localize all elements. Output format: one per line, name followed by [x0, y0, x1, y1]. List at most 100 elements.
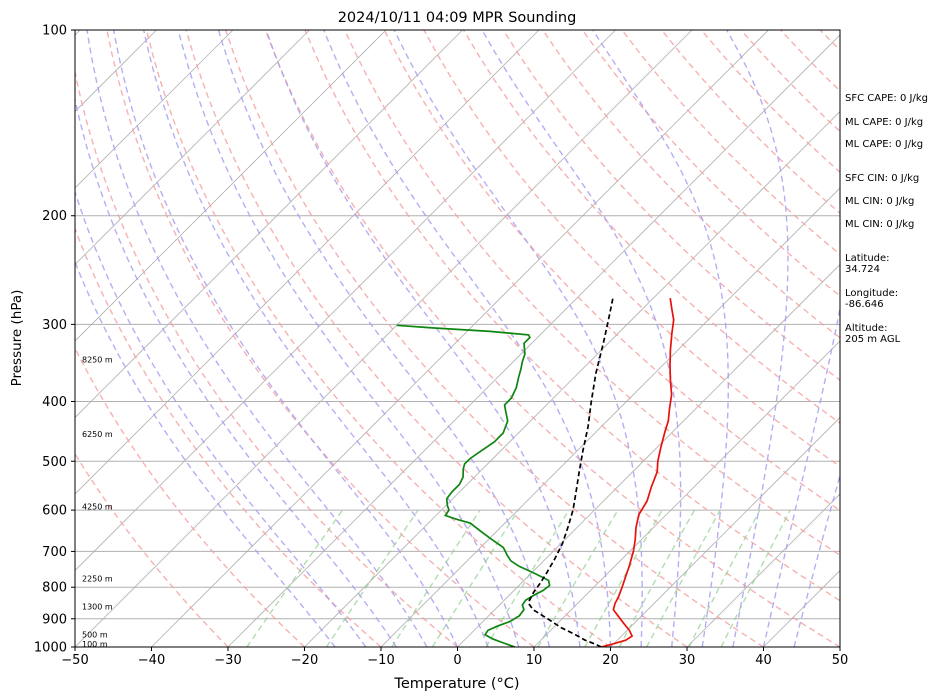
x-tick-label: 40: [755, 653, 772, 668]
x-tick-label: 50: [832, 653, 849, 668]
y-tick-label: 400: [42, 395, 67, 410]
dry-adiabat-line: [343, 30, 840, 556]
isotherm-line: [75, 30, 693, 647]
moist-adiabat-line: [481, 30, 682, 647]
isotherm-line: [304, 110, 840, 647]
dry-adiabat-line: [145, 30, 611, 647]
moist-adiabat-line: [265, 30, 581, 647]
isotherm-line: [75, 30, 616, 572]
x-tick-label: −30: [214, 653, 241, 668]
dry-adiabat-line: [75, 346, 305, 647]
isotherm-line: [75, 30, 234, 189]
dry-adiabat-line: [106, 30, 535, 647]
y-tick-label: 500: [42, 455, 67, 470]
x-axis-label: Temperature (°C): [393, 676, 519, 692]
x-tick-label: 0: [453, 653, 461, 668]
isotherm-line: [686, 493, 840, 647]
isotherm-line: [0, 30, 4, 647]
y-tick-label: 600: [42, 504, 67, 519]
y-axis-label: Pressure (hPa): [9, 290, 25, 387]
isotherm-line: [151, 30, 769, 647]
moist-adiabat-line: [393, 30, 643, 647]
height-label: 1300 m: [82, 603, 113, 612]
moist-adiabat-line: [112, 30, 459, 647]
background-lines: [0, 30, 947, 647]
y-tick-label: 800: [42, 581, 67, 596]
moist-adiabat-line: [726, 30, 789, 647]
moist-adiabat-line: [323, 30, 612, 647]
y-tick-label: 300: [42, 318, 67, 333]
plot-frame: [74, 29, 841, 648]
info-sfc-cin: SFC CIN: 0 J/kg: [845, 173, 920, 184]
height-label: 100 m: [82, 640, 108, 649]
height-label: 2250 m: [82, 575, 113, 584]
x-tick-label: −20: [291, 653, 318, 668]
isotherm-line: [610, 416, 840, 647]
isotherm-line: [227, 34, 840, 647]
sounding-traces: [396, 296, 675, 647]
info-ml-cin-1: ML CIN: 0 J/kg: [845, 196, 915, 207]
dry-adiabat-line: [75, 68, 458, 647]
info-altitude-value: 205 m AGL: [845, 334, 901, 345]
x-tick-label: 30: [679, 653, 696, 668]
info-altitude-label: Altitude:: [845, 323, 888, 334]
moist-adiabat-line: [762, 304, 840, 647]
moist-adiabat-line: [592, 30, 729, 647]
y-axis: 100 200 300 400 500 600 700 800 900 1000: [34, 24, 75, 656]
x-tick-label: −40: [138, 653, 165, 668]
y-tick-label: 900: [42, 612, 67, 627]
moist-adiabat-line: [86, 30, 428, 647]
info-ml-cape-2: ML CAPE: 0 J/kg: [845, 139, 924, 150]
dry-adiabat-line: [383, 30, 840, 512]
isotherm-line: [75, 30, 387, 342]
info-ml-cin-2: ML CIN: 0 J/kg: [845, 219, 915, 230]
chart-title: 2024/10/11 04:09 MPR Sounding: [338, 10, 577, 26]
isotherm-line: [75, 30, 540, 495]
mixing-ratio-line: [537, 509, 619, 647]
isotherm-line: [533, 340, 840, 647]
mixing-ratio-line: [645, 509, 721, 647]
height-label: 6250 m: [82, 430, 113, 439]
moist-adiabat-line: [75, 189, 367, 647]
info-ml-cape-1: ML CAPE: 0 J/kg: [845, 117, 924, 128]
series-line-0: [601, 297, 675, 647]
isotherm-line: [380, 187, 840, 647]
height-label: 8250 m: [82, 355, 113, 364]
mixing-ratio-line: [246, 509, 344, 647]
mixing-ratio-line: [720, 509, 791, 647]
dry-adiabat-line: [264, 30, 840, 647]
dry-adiabat-line: [939, 30, 947, 647]
mixing-ratio-line: [485, 509, 570, 647]
dry-adiabat-line: [304, 30, 840, 602]
mixing-ratio-line: [431, 509, 519, 647]
info-latitude-value: 34.724: [845, 264, 880, 275]
info-longitude-label: Longitude:: [845, 288, 899, 299]
x-tick-label: −50: [61, 653, 88, 668]
x-tick-label: −10: [367, 653, 394, 668]
series-line-1: [396, 324, 551, 647]
y-tick-label: 200: [42, 209, 67, 224]
mixing-ratio-line: [391, 509, 481, 647]
series-line-2: [527, 296, 615, 647]
isotherm-line: [75, 30, 310, 266]
dry-adiabat-line: [423, 30, 840, 468]
info-latitude-label: Latitude:: [845, 253, 890, 264]
dry-adiabat-line: [185, 30, 688, 647]
mixing-ratio-line: [584, 509, 663, 647]
dry-adiabat-line: [75, 452, 229, 647]
height-label: 500 m: [82, 631, 108, 640]
mixing-ratio-line: [688, 509, 761, 647]
x-tick-label: 10: [526, 653, 543, 668]
moist-adiabat-line: [793, 473, 840, 647]
moist-adiabat-line: [75, 96, 397, 647]
mixing-ratio-line: [325, 509, 419, 647]
x-tick-label: 20: [602, 653, 619, 668]
moist-adiabat-line: [75, 260, 336, 647]
x-axis: −50 −40 −30 −20 −10 0 10 20 30 40 50: [61, 647, 848, 668]
y-tick-label: 100: [42, 24, 67, 39]
y-tick-label: 1000: [34, 641, 67, 656]
height-label: 4250 m: [82, 503, 113, 512]
info-longitude-value: -86.646: [845, 299, 884, 310]
